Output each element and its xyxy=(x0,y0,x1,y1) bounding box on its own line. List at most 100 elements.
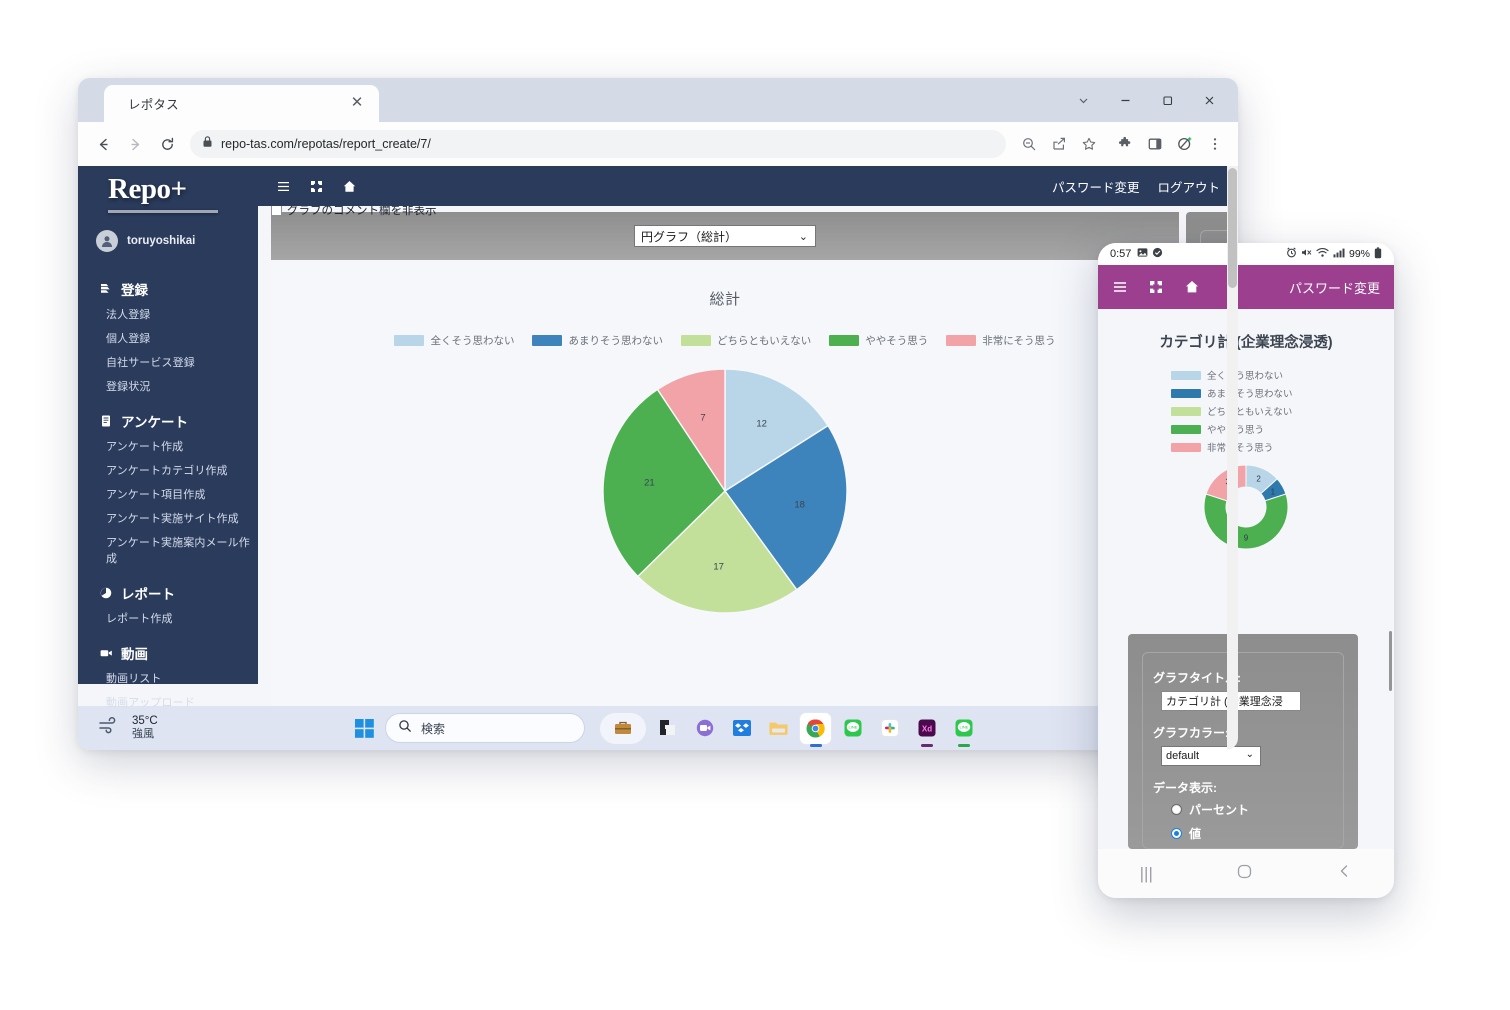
legend-label: 非常にそう思う xyxy=(1207,443,1274,454)
maximize-icon[interactable] xyxy=(1146,78,1188,122)
window-close-icon[interactable] xyxy=(1188,78,1230,122)
sidebar-group-header[interactable]: 登録 xyxy=(78,276,258,302)
sidebar-item-personal-register[interactable]: 個人登録 xyxy=(106,333,151,345)
password-change-link[interactable]: パスワード変更 xyxy=(1288,280,1380,296)
phone-scrollbar[interactable] xyxy=(1389,631,1392,691)
phone-radio-percent-label: パーセント xyxy=(1189,803,1250,817)
briefcase-icon[interactable] xyxy=(600,712,646,744)
tab-title: レポタス xyxy=(128,98,179,112)
line-icon[interactable]: LINE xyxy=(948,713,979,747)
sidebar-item-video-list[interactable]: 動画リスト xyxy=(106,673,162,685)
phone-radio-percent[interactable]: パーセント xyxy=(1171,801,1333,818)
scrollbar-thumb[interactable] xyxy=(1228,168,1237,288)
phone-graph-settings-panel: グラフタイトル: カテゴリ計 (企業理念浸 グラフカラー: default ⌄ … xyxy=(1128,634,1358,849)
minimize-icon[interactable] xyxy=(1104,78,1146,122)
legend-label: どちらともいえない xyxy=(716,335,812,347)
profile-icon[interactable] xyxy=(1172,131,1198,157)
chrome-icon[interactable] xyxy=(800,712,831,747)
mute-icon xyxy=(1301,247,1312,261)
recents-icon[interactable]: ||| xyxy=(1139,863,1153,883)
sidebar-item-survey-category-create[interactable]: アンケートカテゴリ作成 xyxy=(106,465,228,477)
page-scrollbar[interactable] xyxy=(1227,166,1238,750)
windows-start-icon[interactable] xyxy=(350,714,378,742)
back-chevron-icon[interactable] xyxy=(1336,863,1352,884)
graph-type-toolbar: 円グラフ（総計） ⌄ xyxy=(271,212,1179,260)
line-icon[interactable]: LINE xyxy=(837,713,868,744)
radio-button[interactable] xyxy=(1171,804,1182,815)
battery-icon xyxy=(1374,246,1382,262)
sidebar-item-survey-mail-create[interactable]: アンケート実施案内メール作成 xyxy=(106,537,250,565)
hamburger-icon[interactable] xyxy=(276,179,291,194)
home-circle-icon[interactable] xyxy=(1236,863,1253,885)
sidebar-group-header[interactable]: アンケート xyxy=(78,408,258,434)
lightroom-icon[interactable] xyxy=(652,713,683,744)
sidebar-group-header[interactable]: レポート xyxy=(78,580,258,606)
star-icon[interactable] xyxy=(1076,131,1102,157)
phone-graph-title-value: カテゴリ計 (企業理念浸 xyxy=(1166,696,1283,708)
svg-text:LINE: LINE xyxy=(959,725,968,730)
hamburger-icon[interactable] xyxy=(1112,279,1128,295)
forward-arrow-icon[interactable] xyxy=(120,129,150,159)
legend-swatch xyxy=(394,335,425,346)
legend-label: ややそう思う xyxy=(865,335,929,347)
chart-title: 総計 xyxy=(709,291,741,308)
share-icon[interactable] xyxy=(1046,131,1072,157)
sidebar-item-service-register[interactable]: 自社サービス登録 xyxy=(106,357,195,369)
sidebar-item-report-create[interactable]: レポート作成 xyxy=(106,613,173,625)
sidebar-item-survey-site-create[interactable]: アンケート実施サイト作成 xyxy=(106,513,239,525)
pie-label: 9 xyxy=(1243,533,1249,543)
legend-swatch xyxy=(1171,424,1201,434)
chevron-down-icon[interactable] xyxy=(1062,78,1104,122)
image-icon xyxy=(1137,247,1148,261)
sidebar-item-survey-question-create[interactable]: アンケート項目作成 xyxy=(106,489,206,501)
pie-slice xyxy=(656,368,726,494)
pie-chart-icon xyxy=(98,586,113,601)
status-right: 99% xyxy=(1286,246,1382,262)
browser-tab[interactable]: レポタス ✕ xyxy=(104,85,379,122)
expand-icon[interactable] xyxy=(309,179,324,194)
logout-link[interactable]: ログアウト xyxy=(1157,180,1220,195)
svg-text:Xd: Xd xyxy=(921,724,931,733)
sidebar-group-header[interactable]: 動画 xyxy=(78,640,258,666)
address-bar[interactable]: repo-tas.com/repotas/report_create/7/ xyxy=(190,130,1006,158)
more-vertical-icon[interactable] xyxy=(1202,131,1228,157)
radio-button[interactable] xyxy=(1171,828,1182,839)
user-row[interactable]: toruyoshikai xyxy=(78,212,258,266)
back-arrow-icon[interactable] xyxy=(88,129,118,159)
sidebar-item-register-status[interactable]: 登録状況 xyxy=(106,381,151,393)
dropbox-icon[interactable] xyxy=(726,713,757,744)
graph-type-select[interactable]: 円グラフ（総計） ⌄ xyxy=(634,225,816,247)
password-change-link[interactable]: パスワード変更 xyxy=(1051,180,1140,195)
sidebar-item-video-upload[interactable]: 動画アップロード xyxy=(106,697,195,709)
reload-icon[interactable] xyxy=(152,129,182,159)
phone-radio-value[interactable]: 値 xyxy=(1171,825,1333,842)
sidebar-item-corp-register[interactable]: 法人登録 xyxy=(106,309,151,321)
pie-slice xyxy=(602,388,726,578)
zoom-out-icon[interactable] xyxy=(1016,131,1042,157)
expand-icon[interactable] xyxy=(1148,279,1164,295)
side-panel-icon[interactable] xyxy=(1142,131,1168,157)
slack-icon[interactable] xyxy=(874,713,905,744)
donut-chart: 2193 xyxy=(1203,464,1289,550)
alarm-icon xyxy=(1286,247,1297,261)
phone-graph-color-select[interactable]: default ⌄ xyxy=(1161,746,1261,766)
weather-widget[interactable]: 35°C 強風 xyxy=(92,712,172,744)
adobe-xd-icon[interactable]: Xd xyxy=(911,713,942,747)
document-icon xyxy=(98,414,113,429)
file-explorer-icon[interactable] xyxy=(763,713,794,744)
chevron-down-icon: ⌄ xyxy=(1245,749,1254,760)
phone-graph-color-label: グラフカラー: xyxy=(1153,726,1229,740)
puzzle-icon[interactable] xyxy=(1112,131,1138,157)
search-input[interactable]: 検索 xyxy=(385,713,585,743)
checkbox[interactable] xyxy=(271,204,282,216)
legend-label: 非常にそう思う xyxy=(982,335,1056,347)
web-page-viewport: Repo+ toruyoshikai 登録 法人登録 個人登録 xyxy=(78,166,1238,750)
search-placeholder: 検索 xyxy=(421,721,446,736)
pie-label: 2 xyxy=(1256,474,1261,484)
camera-chat-icon[interactable] xyxy=(689,713,720,744)
browser-tab-strip: レポタス ✕ xyxy=(78,78,1238,122)
home-icon[interactable] xyxy=(342,179,357,194)
sidebar-item-survey-create[interactable]: アンケート作成 xyxy=(106,441,184,453)
close-icon[interactable]: ✕ xyxy=(350,94,364,111)
home-icon[interactable] xyxy=(1184,279,1200,295)
